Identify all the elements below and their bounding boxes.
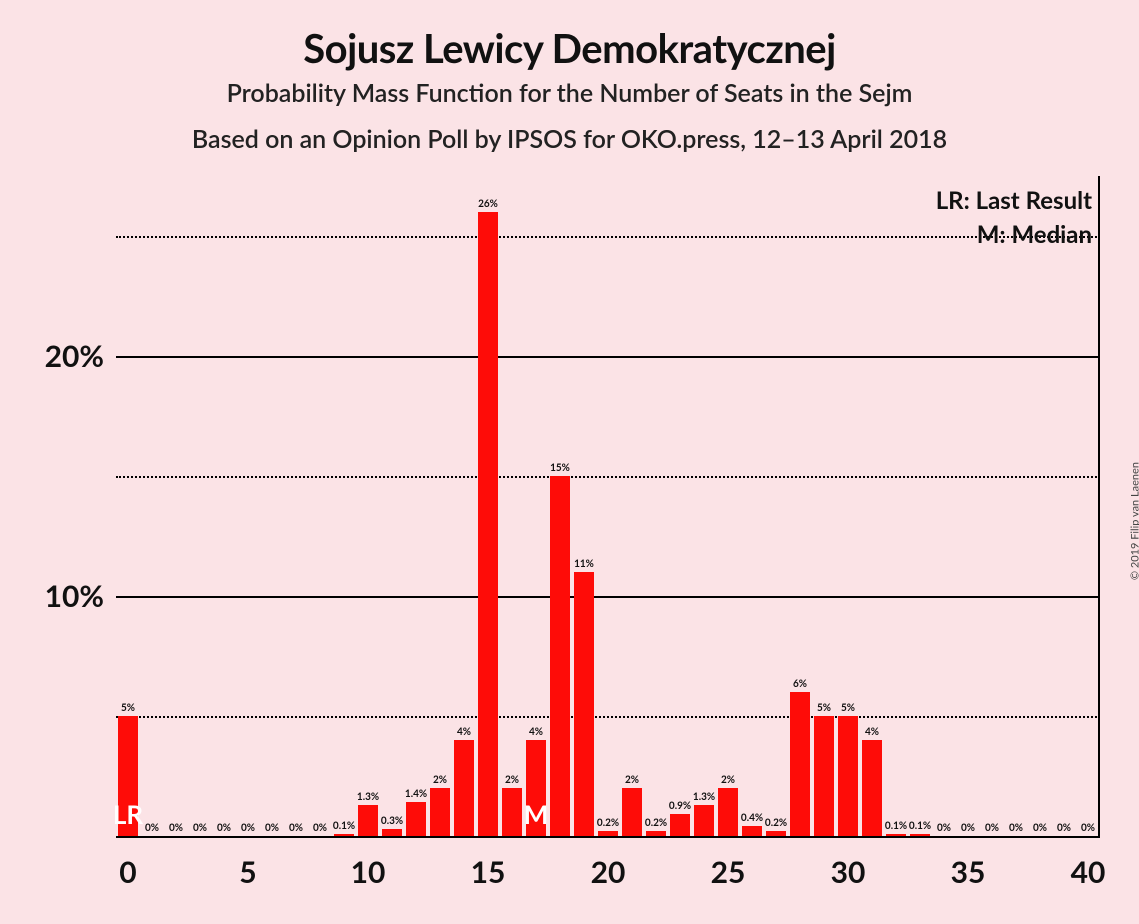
gridline-minor: [116, 476, 1100, 478]
x-tick-label: 15: [471, 836, 506, 890]
bar-value-label: 26%: [478, 198, 498, 212]
chart-title: Sojusz Lewicy Demokratycznej: [0, 24, 1139, 72]
bar-value-label: 0%: [937, 822, 951, 836]
gridline-major: [116, 596, 1100, 598]
x-tick-label: 40: [1071, 836, 1106, 890]
bar-value-label: 0.2%: [645, 817, 667, 831]
bar-value-label: 5%: [121, 702, 135, 716]
bar-value-label: 4%: [457, 726, 471, 740]
bar-value-label: 4%: [529, 726, 543, 740]
bar-value-label: 5%: [817, 702, 831, 716]
x-tick-label: 10: [351, 836, 386, 890]
bar: 0.2%: [598, 831, 618, 836]
marker-lr: LR: [113, 798, 143, 830]
x-tick-label: 30: [831, 836, 866, 890]
bar-value-label: 0%: [1033, 822, 1047, 836]
bar: 0.1%: [886, 834, 906, 836]
bar: 0.2%: [646, 831, 666, 836]
bar-value-label: 0%: [1081, 822, 1095, 836]
y-tick-label: 10%: [45, 578, 116, 614]
bar: 2%: [622, 788, 642, 836]
bar: 0.2%: [766, 831, 786, 836]
bar: 0.9%: [670, 814, 690, 836]
bar-value-label: 2%: [721, 774, 735, 788]
bar-value-label: 1.3%: [357, 791, 379, 805]
gridline-minor: [116, 716, 1100, 718]
bar: 1.3%: [694, 805, 714, 836]
bar: 2%: [502, 788, 522, 836]
bar-value-label: 0.2%: [765, 817, 787, 831]
bar-value-label: 15%: [550, 462, 570, 476]
bar: 26%: [478, 212, 498, 836]
bar-chart: 10%20%05101520253035405%0%0%0%0%0%0%0%0%…: [116, 176, 1100, 836]
bar-value-label: 1.4%: [405, 788, 427, 802]
bar: 5%: [814, 716, 834, 836]
bar-value-label: 1.3%: [693, 791, 715, 805]
x-tick-label: 5: [239, 836, 256, 890]
plot-area: 10%20%05101520253035405%0%0%0%0%0%0%0%0%…: [116, 176, 1100, 836]
y-tick-label: 20%: [45, 338, 116, 374]
bar-value-label: 0%: [1009, 822, 1023, 836]
bar-value-label: 0%: [1057, 822, 1071, 836]
bar-value-label: 0%: [313, 822, 327, 836]
bar-value-label: 0%: [265, 822, 279, 836]
marker-m: M: [524, 798, 549, 830]
gridline-minor: [116, 236, 1100, 238]
legend-m: M: Median: [977, 220, 1092, 249]
bar-value-label: 2%: [433, 774, 447, 788]
x-tick-label: 25: [711, 836, 746, 890]
bar: 0.1%: [334, 834, 354, 836]
bar: 6%: [790, 692, 810, 836]
chart-subtitle-2: Based on an Opinion Poll by IPSOS for OK…: [0, 124, 1139, 154]
bar-value-label: 0%: [145, 822, 159, 836]
bar-value-label: 0.3%: [381, 815, 403, 829]
copyright-text: © 2019 Filip van Laenen: [1129, 462, 1139, 580]
bar-value-label: 11%: [574, 558, 594, 572]
bar: 0.4%: [742, 826, 762, 836]
chart-subtitle-1: Probability Mass Function for the Number…: [0, 78, 1139, 108]
bar-value-label: 0%: [217, 822, 231, 836]
bar: 0.3%: [382, 829, 402, 836]
bar-value-label: 0.1%: [333, 820, 355, 834]
bar-value-label: 0.4%: [741, 812, 763, 826]
gridline-major: [116, 356, 1100, 358]
bar-value-label: 0%: [193, 822, 207, 836]
bar-value-label: 4%: [865, 726, 879, 740]
bar: 1.3%: [358, 805, 378, 836]
bar-value-label: 6%: [793, 678, 807, 692]
bar-value-label: 5%: [841, 702, 855, 716]
bar-value-label: 2%: [625, 774, 639, 788]
x-tick-label: 20: [591, 836, 626, 890]
x-tick-label: 35: [951, 836, 986, 890]
bar: 4%: [862, 740, 882, 836]
bar: 11%: [574, 572, 594, 836]
bar-value-label: 0%: [289, 822, 303, 836]
bar-value-label: 0%: [169, 822, 183, 836]
bar: 2%: [430, 788, 450, 836]
right-axis-line: [1098, 176, 1100, 836]
bar-value-label: 0%: [241, 822, 255, 836]
bar: 5%: [838, 716, 858, 836]
bar-value-label: 0.1%: [909, 820, 931, 834]
bar-value-label: 0%: [985, 822, 999, 836]
bar-value-label: 0.9%: [669, 800, 691, 814]
x-tick-label: 0: [119, 836, 136, 890]
bar: 2%: [718, 788, 738, 836]
bar-value-label: 0.2%: [597, 817, 619, 831]
bar: 15%: [550, 476, 570, 836]
legend-lr: LR: Last Result: [936, 186, 1092, 215]
bar: 1.4%: [406, 802, 426, 836]
bar: 4%: [454, 740, 474, 836]
bar: 0.1%: [910, 834, 930, 836]
bar-value-label: 0.1%: [885, 820, 907, 834]
bar-value-label: 0%: [961, 822, 975, 836]
bar-value-label: 2%: [505, 774, 519, 788]
